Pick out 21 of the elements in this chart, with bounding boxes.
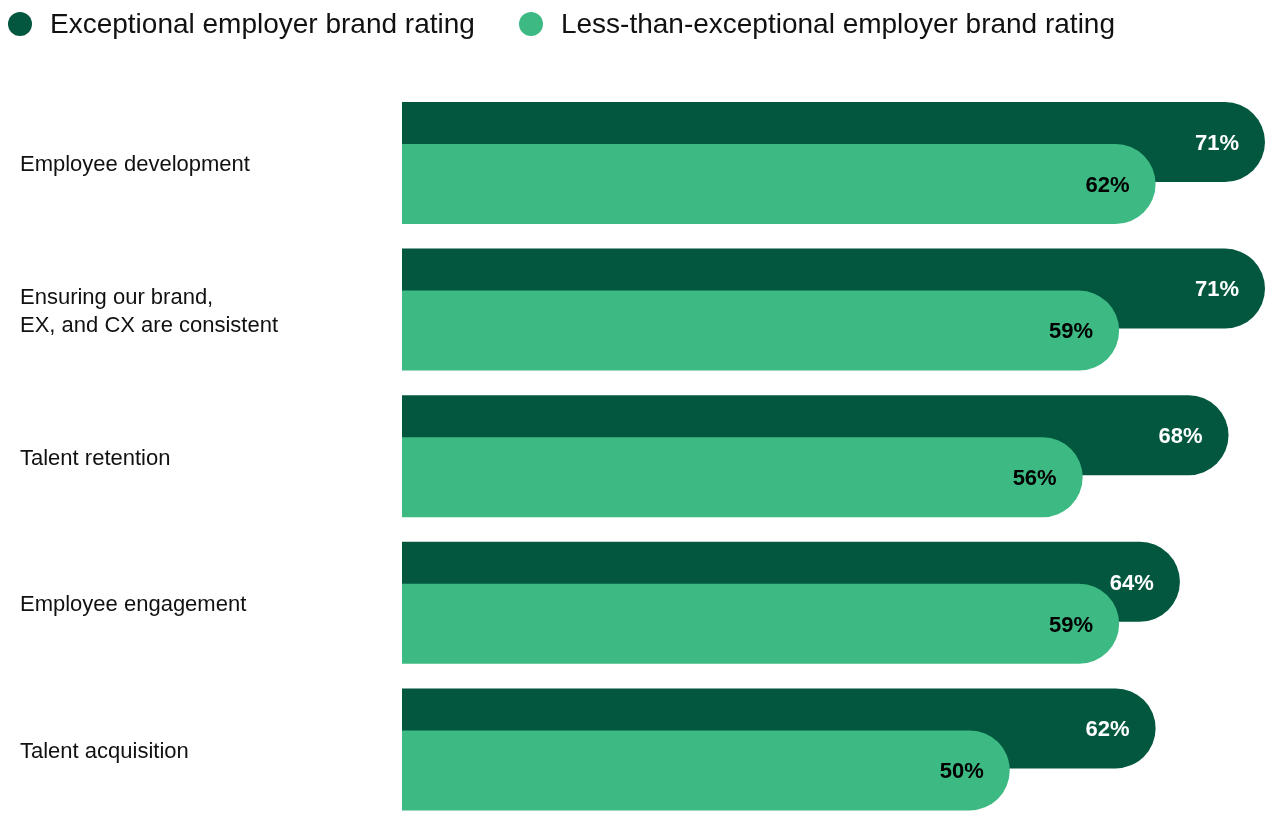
data-label: 56%: [1012, 465, 1057, 491]
y-tick-label: Employee engagement: [20, 591, 247, 617]
data-label: 64%: [1109, 569, 1154, 595]
legend-label: Less-than-exceptional employer brand rating: [560, 8, 1116, 40]
y-tick-label: Talent retention: [20, 444, 171, 470]
data-label: 62%: [1085, 716, 1130, 742]
data-label: 59%: [1049, 611, 1094, 637]
data-label: 68%: [1158, 423, 1203, 449]
y-tick-label: Talent acquisition: [20, 737, 189, 763]
y-tick-label: Ensuring our brand, EX, and CX are consistent: [20, 283, 279, 337]
data-label: 71%: [1194, 276, 1239, 302]
bar: [402, 144, 1156, 224]
y-tick-label: Employee development: [20, 151, 250, 177]
bar: [402, 290, 1120, 371]
data-label: 62%: [1085, 171, 1130, 197]
data-label: 50%: [939, 758, 984, 784]
data-label: 59%: [1049, 318, 1094, 344]
bar: [402, 437, 1083, 518]
data-label: 71%: [1194, 129, 1239, 155]
legend-label: Exceptional employer brand rating: [50, 8, 475, 40]
bar: [402, 730, 1010, 811]
